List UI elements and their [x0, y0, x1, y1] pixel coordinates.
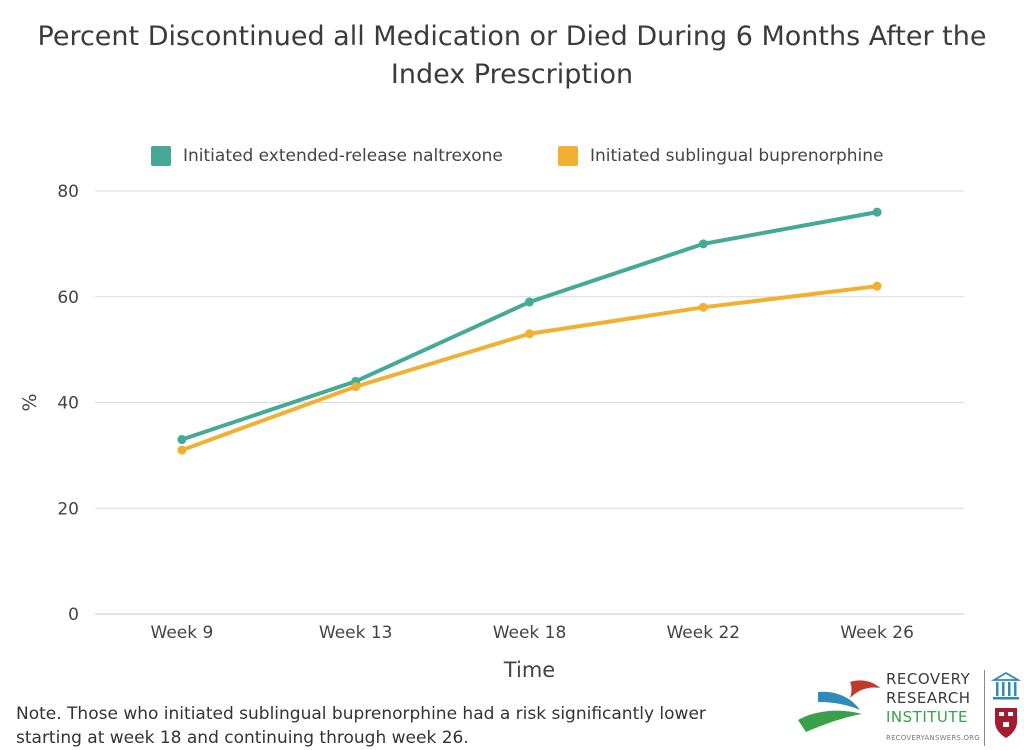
logo-line-2: RESEARCH — [886, 689, 971, 707]
line-chart: 0 20 40 60 80 Week 9 Week 13 Week 18 Week 22 Week… — [19, 182, 964, 682]
chart-title-line-2: Index Prescription — [390, 59, 634, 90]
logo-line-1: RECOVERY — [886, 670, 971, 688]
logo-swoosh-icon — [798, 680, 880, 732]
logo-divider — [984, 670, 985, 746]
logo-url: RECOVERYANSWERS.ORG — [886, 734, 980, 742]
legend-swatch-buprenorphine — [558, 146, 578, 166]
series-line-1 — [179, 284, 880, 453]
y-tick-label-20: 20 — [57, 499, 79, 519]
legend-item-buprenorphine[interactable]: Initiated sublingual buprenorphine — [558, 146, 884, 166]
y-tick-label-40: 40 — [57, 394, 79, 414]
y-tick-label-0: 0 — [68, 605, 79, 625]
chart-legend: Initiated extended-release naltrexone In… — [0, 146, 1024, 172]
x-tick-label-4: Week 26 — [840, 623, 914, 643]
note-line-2: starting at week 18 and continuing throu… — [16, 728, 469, 748]
legend-label-buprenorphine: Initiated sublingual buprenorphine — [590, 146, 884, 166]
chart-title: Percent Discontinued all Medication or D… — [0, 18, 1024, 94]
data-point-s1-4 — [872, 281, 882, 291]
legend-label-naltrexone: Initiated extended-release naltrexone — [183, 146, 503, 166]
legend-swatch-naltrexone — [151, 146, 171, 166]
institution-icon — [990, 671, 1022, 738]
y-tick-label-80: 80 — [57, 182, 79, 202]
data-point-s0-3 — [698, 239, 708, 249]
y-axis-title: % — [19, 393, 41, 411]
data-point-s0-0 — [177, 435, 187, 445]
data-point-s1-0 — [177, 445, 187, 455]
x-axis-title: Time — [503, 658, 555, 682]
data-point-s1-2 — [525, 329, 534, 339]
data-point-s0-4 — [872, 207, 882, 217]
x-tick-label-3: Week 22 — [666, 623, 740, 643]
chart-note: Note. Those who initiated sublingual bup… — [16, 702, 776, 750]
x-tick-label-2: Week 18 — [493, 623, 567, 643]
chart-title-line-1: Percent Discontinued all Medication or D… — [37, 21, 987, 52]
x-tick-label-0: Week 9 — [151, 623, 214, 643]
data-point-s0-2 — [525, 297, 534, 307]
y-tick-label-60: 60 — [57, 288, 79, 308]
series-line-0 — [179, 210, 880, 442]
note-line-1: Note. Those who initiated sublingual bup… — [16, 704, 706, 724]
legend-item-naltrexone[interactable]: Initiated extended-release naltrexone — [151, 146, 503, 166]
logo-wordmark: RECOVERY RESEARCH INSTITUTE — [886, 670, 971, 727]
data-point-s1-1 — [351, 382, 361, 392]
recovery-research-institute-logo: RECOVERY RESEARCH INSTITUTE RECOVERYANSW… — [796, 670, 1024, 750]
logo-line-3: INSTITUTE — [886, 708, 969, 726]
x-tick-label-1: Week 13 — [319, 623, 393, 643]
data-point-s1-3 — [698, 302, 708, 312]
